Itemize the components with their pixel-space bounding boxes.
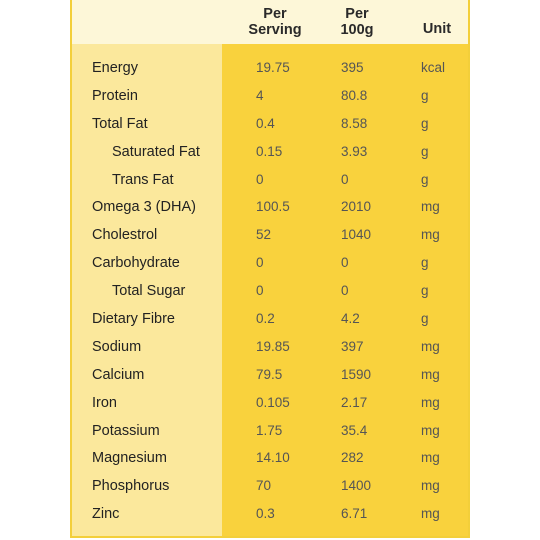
per-100g-value: 4.2: [341, 311, 360, 327]
table-row: Cholestrol 52 1040 mg: [72, 221, 468, 249]
per-100g-value: 80.8: [341, 87, 368, 103]
nutrient-name: Saturated Fat: [112, 143, 200, 160]
per-serving-value: 1.75: [256, 422, 283, 438]
nutrient-name: Magnesium: [92, 450, 167, 467]
per-100g-value: 35.4: [341, 422, 368, 438]
per-serving-value: 100.5: [256, 199, 290, 215]
table-row: Total Sugar 0 0 g: [72, 277, 468, 305]
table-row: Saturated Fat 0.15 3.93 g: [72, 138, 468, 166]
per-100g-value: 0: [341, 283, 349, 299]
nutrient-name: Trans Fat: [112, 171, 174, 188]
unit-value: kcal: [421, 60, 446, 75]
per-serving-value: 0: [256, 255, 264, 271]
nutrient-name: Omega 3 (DHA): [92, 199, 196, 216]
unit-value: mg: [421, 199, 440, 215]
table-row: Omega 3 (DHA) 100.5 2010 mg: [72, 193, 468, 221]
table-row: Sodium 19.85 397 mg: [72, 333, 468, 361]
per-serving-value: 0.2: [256, 311, 275, 327]
table-header-band: [72, 0, 468, 44]
table-row: Dietary Fibre 0.2 4.2 g: [72, 305, 468, 333]
per-serving-value: 0.3: [256, 506, 275, 522]
unit-value: mg: [421, 394, 440, 410]
header-unit: Unit: [422, 21, 452, 37]
per-100g-value: 6.71: [341, 506, 368, 522]
header-per-serving-line2: Serving: [248, 22, 302, 38]
per-serving-value: 0: [256, 283, 264, 299]
per-100g-value: 1590: [341, 366, 372, 382]
table-body: Energy 19.75 395 kcal Protein 4 80.8 g Total Fat…: [72, 54, 468, 528]
table-row: Phosphorus 70 1400 mg: [72, 472, 468, 500]
nutrient-name: Phosphorus: [92, 478, 170, 495]
table-row: Iron 0.105 2.17 mg: [72, 389, 468, 417]
unit-value: g: [421, 87, 429, 103]
table-row: Carbohydrate 0 0 g: [72, 249, 468, 277]
per-100g-value: 395: [341, 60, 364, 75]
per-100g-value: 0: [341, 171, 349, 187]
nutrient-name-column: [72, 44, 222, 536]
unit-value: mg: [421, 422, 440, 438]
per-100g-value: 3.93: [341, 143, 368, 159]
per-serving-value: 19.85: [256, 338, 290, 354]
per-100g-value: 1040: [341, 227, 372, 243]
header-per-100g-line2: 100g: [340, 22, 374, 38]
nutrient-name: Carbohydrate: [92, 255, 180, 272]
per-serving-value: 0.4: [256, 115, 275, 131]
nutrient-name: Energy: [92, 60, 138, 76]
per-serving-value: 19.75: [256, 60, 290, 75]
per-100g-value: 0: [341, 255, 349, 271]
table-row: Potassium 1.75 35.4 mg: [72, 417, 468, 445]
unit-value: g: [421, 283, 429, 299]
per-100g-value: 1400: [341, 478, 372, 494]
unit-value: g: [421, 255, 429, 271]
per-serving-value: 4: [256, 87, 264, 103]
nutrient-name: Total Fat: [92, 115, 148, 132]
nutrient-name: Zinc: [92, 506, 120, 523]
per-serving-value: 0.15: [256, 143, 283, 159]
header-per-serving: Per Serving: [240, 6, 310, 38]
per-100g-value: 8.58: [341, 115, 368, 131]
per-serving-value: 52: [256, 227, 272, 243]
header-per-100g: Per 100g: [327, 6, 387, 38]
nutrient-name: Potassium: [92, 422, 160, 439]
table-row: Protein 4 80.8 g: [72, 82, 468, 110]
table-row: Zinc 0.3 6.71 mg: [72, 500, 468, 528]
table-row: Calcium 79.5 1590 mg: [72, 361, 468, 389]
per-100g-value: 282: [341, 450, 364, 466]
table-row: Trans Fat 0 0 g: [72, 166, 468, 194]
unit-value: mg: [421, 338, 440, 354]
per-100g-value: 2010: [341, 199, 372, 215]
nutrition-table: Per Serving Per 100g Unit Energy 19.75 395…: [70, 0, 470, 538]
unit-value: g: [421, 171, 429, 187]
per-100g-value: 2.17: [341, 394, 368, 410]
nutrient-name: Total Sugar: [112, 283, 186, 300]
table-row: Total Fat 0.4 8.58 g: [72, 110, 468, 138]
nutrient-name: Calcium: [92, 366, 145, 383]
unit-value: mg: [421, 478, 440, 494]
per-serving-value: 0.105: [256, 394, 290, 410]
table-row: Magnesium 14.10 282 mg: [72, 444, 468, 472]
per-serving-value: 70: [256, 478, 272, 494]
unit-value: mg: [421, 506, 440, 522]
unit-value: mg: [421, 227, 440, 243]
unit-value: mg: [421, 450, 440, 466]
nutrient-name: Cholestrol: [92, 227, 158, 244]
unit-value: g: [421, 143, 429, 159]
nutrient-name: Sodium: [92, 338, 142, 355]
per-serving-value: 79.5: [256, 366, 283, 382]
unit-value: g: [421, 115, 429, 131]
per-100g-value: 397: [341, 338, 364, 354]
table-row: Energy 19.75 395 kcal: [72, 54, 468, 82]
header-per-100g-line1: Per: [345, 6, 369, 22]
unit-value: mg: [421, 366, 440, 382]
nutrient-name: Protein: [92, 87, 138, 104]
header-per-serving-line1: Per: [263, 6, 287, 22]
nutrient-name: Dietary Fibre: [92, 311, 175, 328]
per-serving-value: 0: [256, 171, 264, 187]
per-serving-value: 14.10: [256, 450, 290, 466]
unit-value: g: [421, 311, 429, 327]
nutrient-name: Iron: [92, 394, 117, 411]
